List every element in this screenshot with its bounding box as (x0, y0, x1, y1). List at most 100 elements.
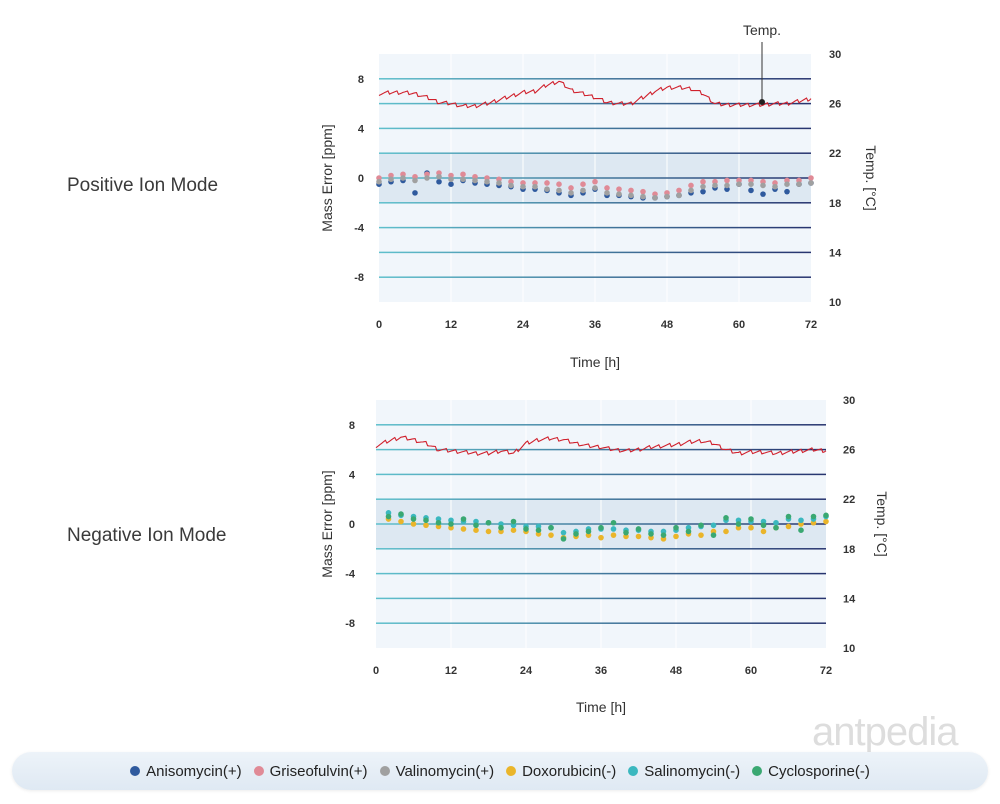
data-point-valinomycin (652, 195, 658, 201)
data-point-doxorubicin (423, 522, 429, 529)
data-point-griseofulvin (604, 185, 610, 191)
horizontal-gridline (379, 276, 811, 278)
data-point-griseofulvin (580, 181, 586, 187)
x-tick-label: 60 (745, 665, 757, 677)
data-point-valinomycin (580, 187, 586, 194)
y2-tick-label: 26 (829, 99, 841, 111)
data-point-valinomycin (460, 176, 466, 183)
legend-marker (506, 766, 517, 776)
data-point-cyclosporine (823, 512, 829, 519)
negative-ion-mode-label: Negative Ion Mode (67, 525, 227, 546)
y-tick-label: -8 (354, 272, 364, 284)
y2-tick-label: 14 (843, 593, 856, 605)
data-point-valinomycin (472, 177, 478, 184)
data-point-cyclosporine (673, 524, 679, 531)
data-point-valinomycin (436, 173, 442, 180)
data-point-cyclosporine (685, 528, 692, 535)
data-point-anisomycin (448, 181, 454, 187)
data-point-cyclosporine (473, 522, 479, 529)
data-point-valinomycin (568, 190, 574, 196)
data-point-griseofulvin (724, 177, 730, 184)
data-point-anisomycin (748, 187, 754, 194)
data-point-salinomycin (560, 529, 567, 536)
y-axis-title: Mass Error [ppm] (319, 124, 335, 231)
data-point-valinomycin (724, 182, 730, 189)
y-tick-label: 0 (358, 173, 364, 185)
y-tick-label: 4 (358, 123, 365, 135)
data-point-cyclosporine (585, 528, 592, 535)
data-point-griseofulvin (556, 181, 562, 187)
x-tick-label: 0 (373, 665, 379, 677)
horizontal-gridline (379, 226, 811, 229)
data-point-cyclosporine (498, 524, 504, 531)
data-point-griseofulvin (544, 180, 550, 186)
data-point-cyclosporine (548, 524, 554, 531)
y2-tick-label: 30 (843, 395, 855, 407)
data-point-cyclosporine (598, 524, 604, 531)
legend-item: Salinomycin(-) (628, 763, 740, 780)
horizontal-gridline (376, 622, 826, 624)
y-tick-label: -4 (345, 569, 356, 581)
temperature-line (375, 435, 827, 456)
horizontal-gridline (376, 424, 826, 426)
positive-ion-mode-label: Positive Ion Mode (67, 175, 219, 196)
data-point-cyclosporine (485, 519, 492, 526)
data-point-valinomycin (424, 175, 430, 181)
data-point-cyclosporine (623, 529, 629, 536)
data-point-cyclosporine (535, 527, 542, 533)
data-point-valinomycin (772, 183, 778, 190)
legend-item: Doxorubicin(-) (506, 763, 616, 780)
data-point-griseofulvin (808, 175, 814, 181)
data-point-anisomycin (760, 191, 766, 197)
y-tick-label: -8 (345, 618, 355, 630)
data-point-doxorubicin (698, 532, 704, 538)
legend-marker (130, 766, 141, 776)
x-tick-label: 0 (376, 319, 382, 331)
y-axis-title: Mass Error [ppm] (319, 470, 335, 577)
data-point-anisomycin (700, 188, 706, 195)
data-point-cyclosporine (410, 516, 417, 522)
y2-tick-label: 22 (829, 148, 841, 160)
data-point-cyclosporine (560, 536, 567, 542)
data-point-salinomycin (710, 522, 717, 529)
data-point-griseofulvin (616, 186, 622, 192)
data-point-doxorubicin (548, 532, 554, 538)
data-point-cyclosporine (610, 519, 617, 526)
x-tick-label: 24 (517, 319, 530, 331)
data-point-doxorubicin (598, 534, 604, 541)
data-point-cyclosporine (748, 516, 754, 522)
data-point-valinomycin (796, 181, 802, 187)
x-tick-label: 48 (661, 319, 673, 331)
y2-tick-label: 26 (843, 445, 855, 457)
horizontal-gridline (379, 127, 811, 130)
data-point-cyclosporine (510, 518, 517, 525)
data-point-cyclosporine (460, 516, 467, 522)
data-point-doxorubicin (398, 518, 404, 525)
legend-marker (379, 766, 390, 776)
data-point-cyclosporine (398, 511, 404, 517)
horizontal-gridline (379, 202, 811, 204)
y-tick-label: 8 (349, 420, 355, 432)
data-point-doxorubicin (473, 527, 479, 533)
data-point-valinomycin (412, 177, 418, 184)
x-tick-label: 12 (445, 665, 457, 677)
horizontal-gridline (379, 152, 811, 154)
data-point-valinomycin (520, 183, 526, 190)
temperature-line (378, 80, 812, 109)
data-point-cyclosporine (760, 522, 767, 529)
legend-marker (628, 766, 639, 776)
data-point-griseofulvin (568, 185, 574, 191)
y2-tick-label: 18 (843, 544, 855, 556)
data-point-doxorubicin (460, 526, 467, 532)
data-point-valinomycin (736, 181, 742, 187)
data-point-doxorubicin (748, 524, 754, 531)
y-tick-label: 4 (349, 469, 356, 481)
data-point-cyclosporine (735, 521, 742, 527)
y2-tick-label: 10 (829, 297, 841, 309)
data-point-valinomycin (688, 187, 694, 194)
horizontal-gridline (379, 251, 811, 254)
data-point-valinomycin (544, 186, 550, 192)
data-point-valinomycin (640, 193, 646, 200)
data-point-valinomycin (388, 176, 394, 183)
data-point-valinomycin (448, 176, 454, 183)
